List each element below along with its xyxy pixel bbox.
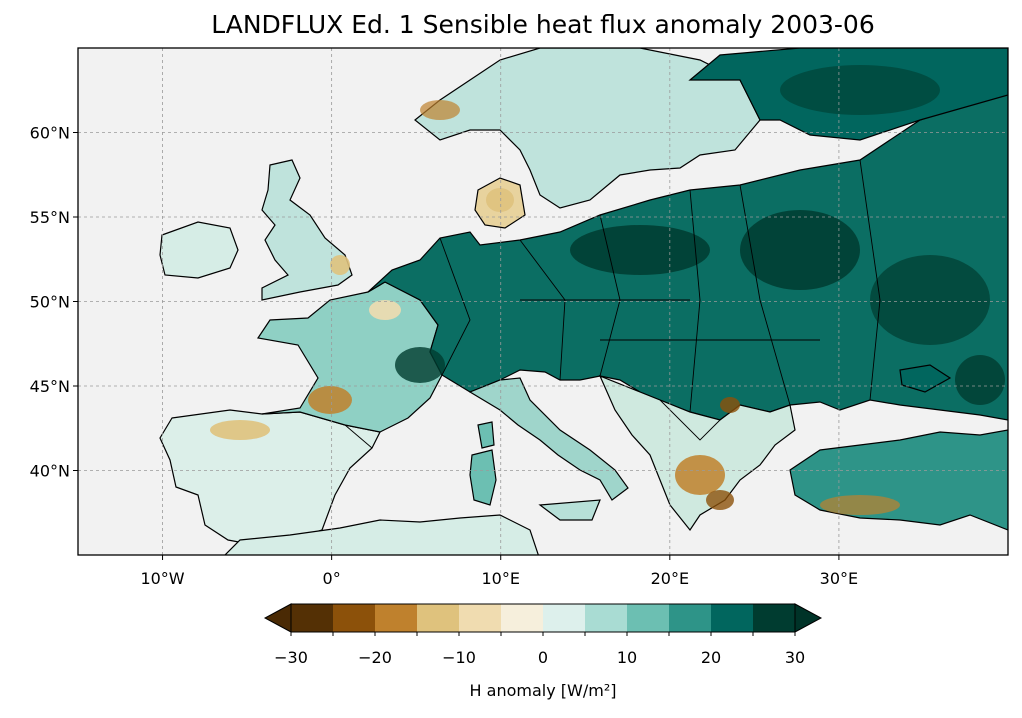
negative-anomaly-patches (210, 100, 900, 515)
lon-tick-label: 10°E (481, 569, 519, 588)
colorbar-extend-over (794, 603, 823, 633)
land-great-britain (261, 159, 353, 301)
lat-tick-label: 50°N (30, 293, 70, 312)
colorbar-segment (543, 604, 586, 632)
land-balkans (598, 374, 796, 532)
land-north-africa (224, 514, 539, 555)
land-areas (159, 48, 1008, 555)
colorbar-segment (375, 604, 418, 632)
colorbar-segment (585, 604, 628, 632)
lon-tick-label: 20°E (651, 569, 689, 588)
colorbar-segment (627, 604, 670, 632)
land-sicily (538, 499, 601, 521)
lat-tick-label: 45°N (30, 377, 70, 396)
lon-tick-label: 30°E (820, 569, 858, 588)
land-scandinavia (414, 48, 761, 209)
colorbar-tick-label: 0 (538, 648, 548, 667)
colorbar-extend-under (263, 603, 292, 633)
land-crimea (899, 364, 952, 393)
land-sardinia (469, 449, 497, 506)
colorbar-tick-label: 10 (617, 648, 637, 667)
land-italy (468, 377, 629, 501)
colorbar-segment (417, 604, 460, 632)
land-corsica (477, 421, 495, 449)
colorbar-segment (711, 604, 754, 632)
colorbar-segment (291, 604, 334, 632)
colorbar-tick-label: 30 (785, 648, 805, 667)
gridlines (78, 48, 1008, 555)
map-panel[interactable] (77, 47, 1009, 560)
colorbar-label: H anomaly [W/m²] (470, 681, 617, 700)
colorbar-segment (753, 604, 796, 632)
latitude-tick-labels: 40°N 45°N 50°N 55°N 60°N (30, 124, 78, 481)
colorbar-tick-label: −10 (442, 648, 476, 667)
colorbar-segment (333, 604, 376, 632)
colorbar-tick-label: −20 (358, 648, 392, 667)
longitude-tick-labels: 10°W 0° 10°E 20°E 30°E (140, 555, 858, 588)
colorbar-tick-label: −30 (274, 648, 308, 667)
colorbar: −30 −20 −10 0 10 20 30 (263, 603, 823, 667)
lat-tick-label: 40°N (30, 462, 70, 481)
colorbar-segment (669, 604, 712, 632)
colorbar-tick-label: 20 (701, 648, 721, 667)
lon-tick-label: 0° (323, 569, 341, 588)
colorbar-segment (501, 604, 544, 632)
lat-tick-label: 55°N (30, 208, 70, 227)
land-ireland (159, 221, 239, 279)
colorbar-segment (459, 604, 502, 632)
lat-tick-label: 60°N (30, 124, 70, 143)
lon-tick-label: 10°W (140, 569, 184, 588)
country-borders (344, 159, 881, 449)
map-title: LANDFLUX Ed. 1 Sensible heat flux anomal… (211, 10, 875, 39)
